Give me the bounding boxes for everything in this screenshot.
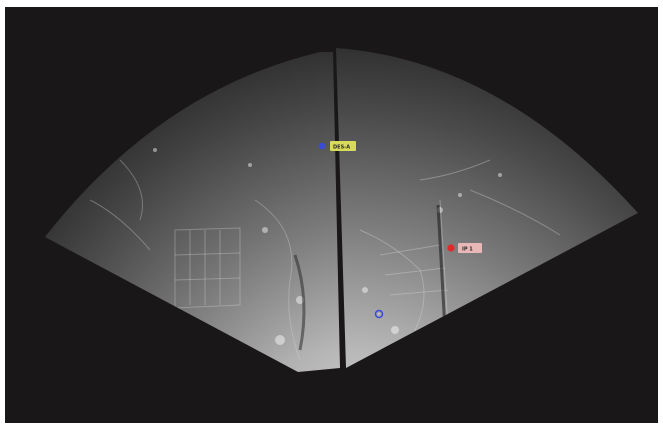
des-a-tag (330, 141, 356, 151)
des-a-label: DES-A (333, 145, 350, 151)
waypoint-circle-icon (318, 142, 326, 150)
ip-1-tag (458, 243, 482, 253)
sar-display-viewport: DES-A IP 1 (5, 7, 658, 423)
target-circle-icon (447, 244, 455, 252)
ip-1-marker[interactable]: IP 1 (447, 243, 482, 253)
des-a-marker[interactable]: DES-A (318, 141, 356, 151)
ownship-ring-center (378, 313, 380, 315)
radar-sar-image-icon: DES-A IP 1 (45, 48, 638, 372)
ip-1-label: IP 1 (462, 247, 473, 253)
ownship-ring-icon (374, 309, 384, 319)
ownship-marker[interactable] (374, 309, 384, 319)
